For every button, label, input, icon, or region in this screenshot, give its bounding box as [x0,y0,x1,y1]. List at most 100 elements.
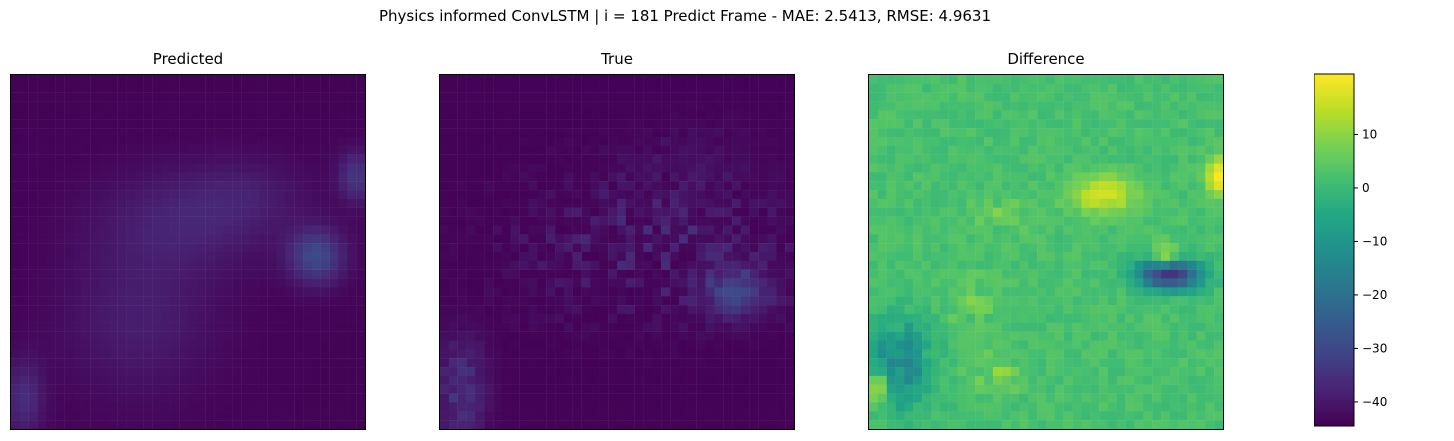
difference-cell [922,136,932,146]
difference-cell [975,234,985,244]
difference-cell [1143,420,1153,429]
true-cell [590,154,600,164]
predicted-cell [276,136,286,146]
difference-cell [1010,287,1020,297]
predicted-cell [338,313,348,323]
true-cell [767,145,777,155]
difference-cell [1161,358,1171,368]
difference-cell [1169,190,1179,200]
true-cell [740,110,750,120]
true-cell [643,313,653,323]
predicted-cell [320,313,330,323]
predicted-cell [19,198,29,208]
true-cell [590,145,600,155]
predicted-cell [90,163,100,173]
true-cell [643,190,653,200]
difference-cell [1010,278,1020,288]
predicted-cell [303,172,313,182]
predicted-cell [356,278,365,288]
difference-cell [1019,340,1029,350]
predicted-cell [241,358,251,368]
true-cell [776,101,786,111]
predicted-cell [11,402,21,412]
predicted-cell [294,207,304,217]
predicted-cell [11,101,21,111]
true-cell [732,340,742,350]
true-cell [510,163,520,173]
difference-cell [1063,110,1073,120]
true-cell [457,420,467,429]
difference-cell [966,296,976,306]
difference-cell [1028,198,1038,208]
predicted-cell [214,296,224,306]
true-cell [723,278,733,288]
difference-cell [1037,287,1047,297]
predicted-cell [28,101,38,111]
difference-cell [1099,234,1109,244]
true-cell [537,145,547,155]
difference-cell [1010,225,1020,235]
predicted-cell [179,375,189,385]
difference-cell [1116,234,1126,244]
difference-cell [1214,393,1223,403]
true-cell [475,296,485,306]
predicted-cell [64,136,74,146]
difference-cell [1001,92,1011,102]
difference-cell [1161,172,1171,182]
true-cell [749,402,759,412]
difference-cell [957,305,967,315]
true-cell [466,340,476,350]
predicted-cell [223,163,233,173]
predicted-cell [303,287,313,297]
predicted-cell [170,163,180,173]
difference-cell [939,313,949,323]
true-cell [634,154,644,164]
true-cell [599,145,609,155]
difference-cell [1152,420,1162,429]
difference-cell [1178,313,1188,323]
difference-cell [957,278,967,288]
predicted-cell [347,101,357,111]
predicted-cell [285,402,295,412]
difference-cell [975,145,985,155]
true-cell [670,172,680,182]
true-cell [546,110,556,120]
predicted-cell [329,101,339,111]
predicted-cell [108,172,118,182]
predicted-cell [294,101,304,111]
true-cell [634,358,644,368]
true-cell [519,278,529,288]
predicted-cell [249,349,259,359]
predicted-cell [108,154,118,164]
difference-cell [904,181,914,191]
predicted-cell [232,145,242,155]
true-cell [555,287,565,297]
difference-cell [1187,313,1197,323]
true-cell [740,163,750,173]
true-cell [678,198,688,208]
predicted-cell [311,181,321,191]
true-cell [732,305,742,315]
predicted-cell [249,83,259,93]
predicted-cell [46,375,56,385]
predicted-cell [303,420,313,429]
predicted-cell [37,145,47,155]
predicted-cell [241,349,251,359]
difference-cell [957,190,967,200]
predicted-cell [28,305,38,315]
difference-cell [1116,411,1126,421]
difference-cell [1196,243,1206,253]
true-cell [581,375,591,385]
true-cell [687,331,697,341]
true-cell [563,163,573,173]
true-cell [528,287,538,297]
predicted-cell [356,207,365,217]
predicted-cell [196,252,206,262]
true-cell [440,154,450,164]
true-cell [546,296,556,306]
predicted-cell [223,420,233,429]
true-cell [714,136,724,146]
predicted-cell [196,243,206,253]
predicted-cell [11,305,21,315]
predicted-cell [134,110,144,120]
